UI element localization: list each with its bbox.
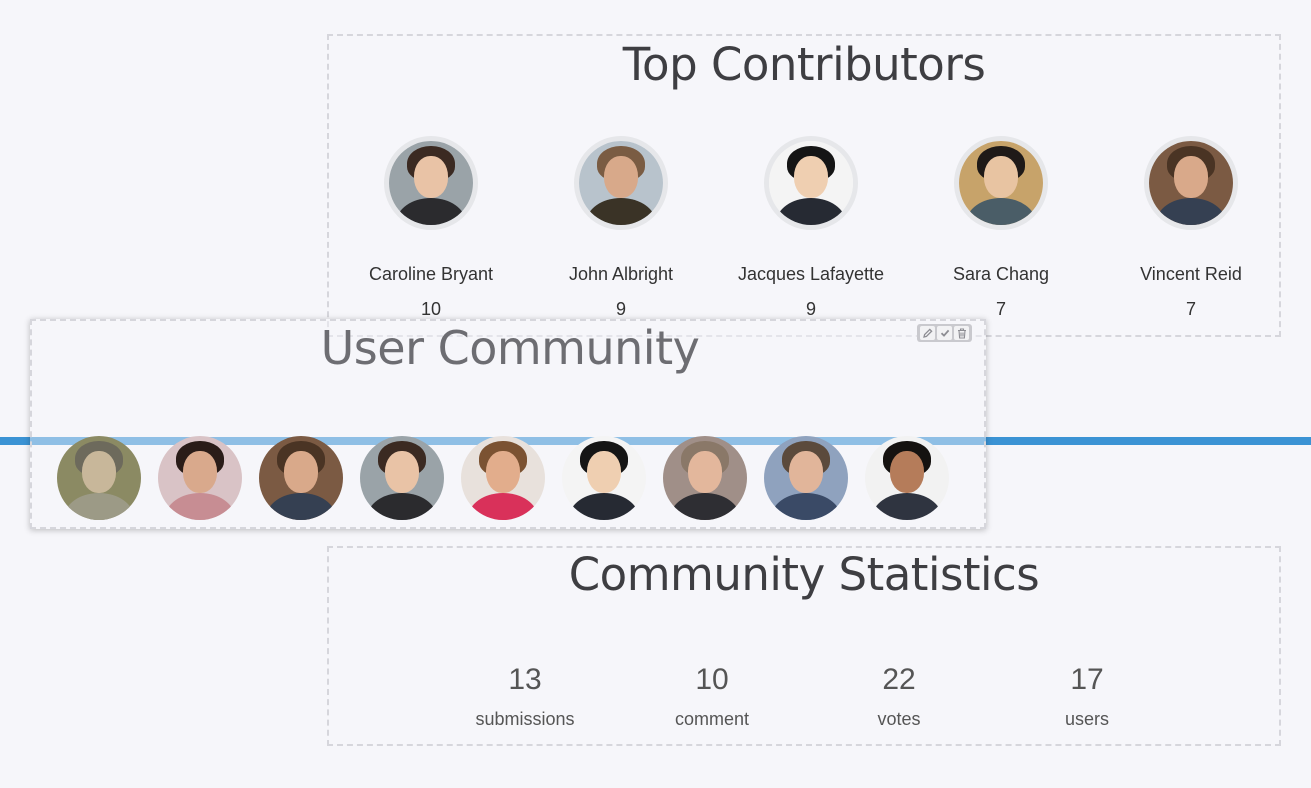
avatar[interactable] (562, 436, 646, 520)
contributor-name: Sara Chang (952, 264, 1050, 284)
stat-users: 17 users (1007, 663, 1167, 730)
avatar[interactable] (384, 136, 478, 230)
stat-value: 10 (695, 663, 729, 696)
avatar[interactable] (158, 436, 242, 520)
contributor-name: Vincent Reid (1140, 264, 1242, 284)
avatar[interactable] (1144, 136, 1238, 230)
contributor-card[interactable]: Jacques Lafayette 9 (716, 136, 906, 320)
drop-indicator-line (0, 437, 1311, 445)
stat-label: votes (877, 709, 921, 729)
avatar[interactable] (360, 436, 444, 520)
stat-value: 17 (1070, 663, 1104, 696)
avatar[interactable] (764, 136, 858, 230)
avatar[interactable] (663, 436, 747, 520)
pencil-icon[interactable] (920, 326, 935, 340)
stat-submissions: 13 submissions (445, 663, 605, 730)
contributor-name: Caroline Bryant (368, 264, 494, 284)
contributor-name: Jacques Lafayette (737, 264, 885, 284)
contributor-count: 9 (615, 299, 626, 319)
contributor-count: 10 (420, 299, 442, 319)
avatar[interactable] (574, 136, 668, 230)
stat-value: 22 (882, 663, 916, 696)
checkmark-icon[interactable] (937, 326, 952, 340)
community-statistics-title: Community Statistics (568, 548, 1040, 601)
avatar[interactable] (259, 436, 343, 520)
widget-toolbar (917, 324, 972, 342)
stat-label: users (1064, 709, 1109, 729)
contributor-count: 7 (1185, 299, 1196, 319)
stat-label: submissions (475, 709, 575, 729)
community-avatar-row (57, 436, 966, 520)
stat-votes: 22 votes (819, 663, 979, 730)
contributor-count: 7 (995, 299, 1006, 319)
user-community-title: User Community (320, 321, 700, 375)
contributor-card[interactable]: Sara Chang 7 (906, 136, 1096, 320)
avatar[interactable] (461, 436, 545, 520)
avatar[interactable] (57, 436, 141, 520)
stat-label: comment (674, 709, 750, 729)
community-statistics-widget: Community Statistics 13 submissions 10 c… (327, 546, 1281, 746)
stat-comment: 10 comment (632, 663, 792, 730)
contributor-count: 9 (805, 299, 816, 319)
avatar[interactable] (865, 436, 949, 520)
contributor-name: John Albright (568, 264, 674, 284)
contributor-card[interactable]: John Albright 9 (526, 136, 716, 320)
contributor-card[interactable]: Vincent Reid 7 (1096, 136, 1286, 320)
contributor-card[interactable]: Caroline Bryant 10 (336, 136, 526, 320)
stat-value: 13 (508, 663, 542, 696)
trash-icon[interactable] (954, 326, 969, 340)
user-community-widget[interactable]: User Community (30, 319, 986, 529)
top-contributors-title: Top Contributors (622, 38, 986, 91)
top-contributors-widget: Top Contributors Caroline Bryant 10 John… (327, 34, 1281, 337)
avatar[interactable] (954, 136, 1048, 230)
avatar[interactable] (764, 436, 848, 520)
